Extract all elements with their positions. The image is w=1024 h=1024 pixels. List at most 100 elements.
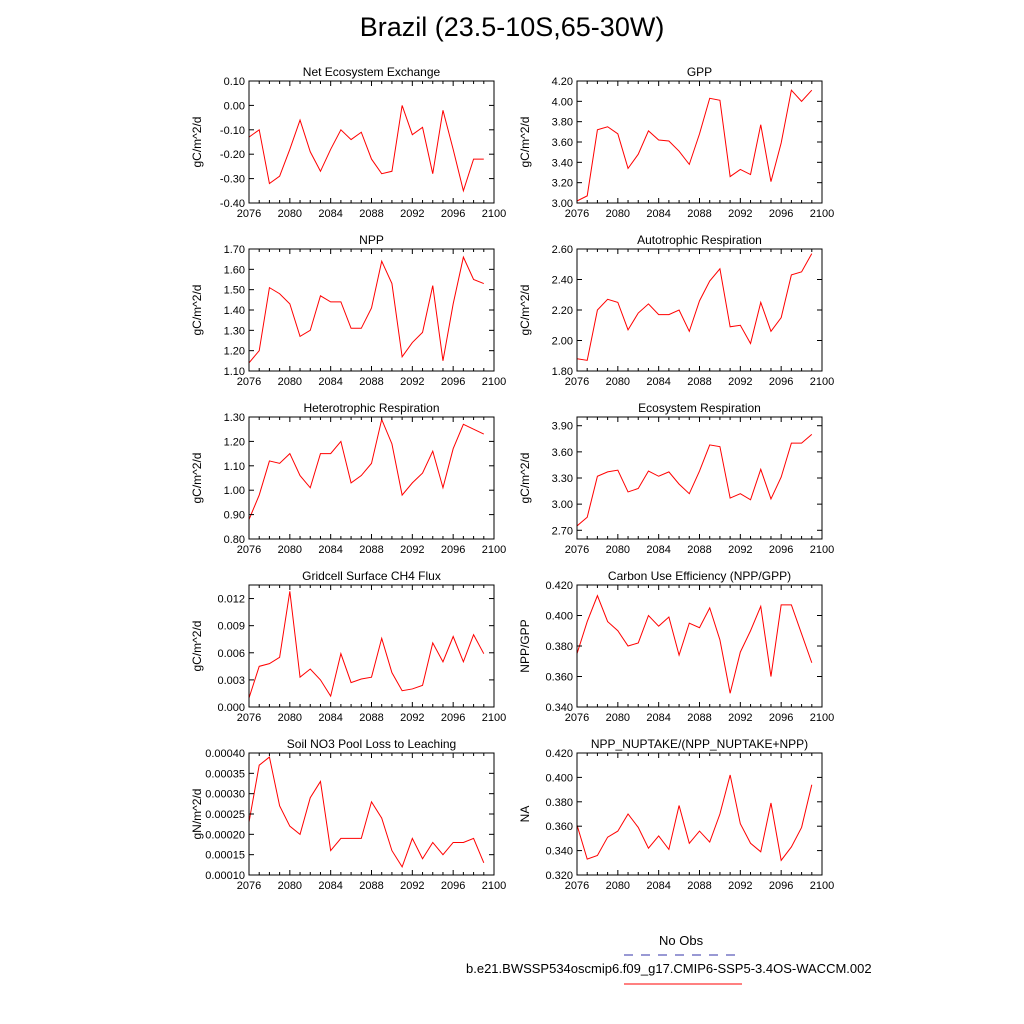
y-tick-label: 3.00 [552, 499, 573, 511]
x-tick-label: 2084 [318, 544, 342, 556]
x-tick-label: 2100 [810, 376, 834, 388]
plot-frame [248, 416, 495, 540]
x-tick-label: 2096 [441, 712, 465, 724]
y-tick-label: 1.30 [224, 412, 245, 424]
panel-title: NPP_NUPTAKE/(NPP_NUPTAKE+NPP) [591, 737, 808, 751]
plot-frame [576, 752, 823, 876]
plot-frame [576, 80, 823, 204]
x-tick-label: 2076 [565, 544, 589, 556]
y-tick-label: 1.50 [224, 285, 245, 297]
y-tick-label: 0.90 [224, 510, 245, 522]
chart-panel-1: 2076 2080 2084 2088 2092 2096 2100 -0.40 -0.30 -0… [190, 65, 506, 220]
y-tick-label: 0.00030 [205, 789, 245, 801]
series-line [577, 434, 813, 527]
chart-panel-6: 2076 2080 2084 2088 2092 2096 2100 2.70 3.00 3.30… [518, 401, 834, 556]
x-tick-label: 2100 [810, 712, 834, 724]
x-tick-label: 2092 [728, 544, 752, 556]
x-tick-label: 2084 [318, 712, 342, 724]
legend-obs-label: No Obs [659, 933, 704, 948]
y-tick-label: 1.80 [552, 366, 573, 378]
x-tick-label: 2084 [646, 208, 670, 220]
y-tick-label: 0.400 [545, 772, 573, 784]
x-tick-label: 2100 [482, 376, 506, 388]
y-tick-label: 0.340 [545, 846, 573, 858]
y-tick-label: 0.10 [224, 76, 245, 88]
legend-model-label: b.e21.BWSSP534oscmip6.f09_g17.CMIP6-SSP5… [466, 961, 872, 976]
y-axis-label: gC/m^2/d [518, 117, 532, 168]
x-tick-label: 2080 [606, 376, 630, 388]
panel-title: Net Ecosystem Exchange [303, 65, 441, 79]
y-tick-label: 0.340 [545, 702, 573, 714]
y-tick-label: 3.60 [552, 447, 573, 459]
plot-frame [248, 752, 495, 876]
x-tick-label: 2096 [769, 544, 793, 556]
y-axis-label: gC/m^2/d [190, 453, 204, 504]
y-tick-label: 0.320 [545, 870, 573, 882]
y-tick-label: 0.00035 [205, 768, 245, 780]
x-tick-label: 2076 [237, 712, 261, 724]
y-axis-label: NPP/GPP [518, 619, 532, 672]
x-tick-label: 2088 [359, 712, 383, 724]
panel-title: Autotrophic Respiration [637, 233, 762, 247]
x-tick-label: 2100 [810, 208, 834, 220]
y-tick-label: 3.40 [552, 157, 573, 169]
y-tick-label: 0.420 [545, 580, 573, 592]
y-tick-label: 2.40 [552, 275, 573, 287]
x-tick-label: 2096 [769, 712, 793, 724]
panel-title: Heterotrophic Respiration [303, 401, 439, 415]
x-tick-label: 2092 [728, 712, 752, 724]
x-tick-label: 2084 [318, 376, 342, 388]
y-tick-label: 2.60 [552, 244, 573, 256]
y-axis-label: gN/m^2/d [190, 789, 204, 840]
page-title: Brazil (23.5-10S,65-30W) [359, 12, 665, 42]
x-tick-label: 2080 [278, 544, 302, 556]
x-tick-label: 2092 [400, 880, 424, 892]
y-tick-label: -0.10 [220, 125, 245, 137]
y-tick-label: -0.30 [220, 174, 245, 186]
y-axis-label: gC/m^2/d [190, 621, 204, 672]
y-axis-label: gC/m^2/d [518, 453, 532, 504]
y-tick-label: 1.10 [224, 461, 245, 473]
x-tick-label: 2084 [646, 376, 670, 388]
y-tick-label: 1.10 [224, 366, 245, 378]
x-tick-label: 2100 [482, 880, 506, 892]
x-tick-label: 2076 [565, 208, 589, 220]
x-tick-label: 2076 [237, 880, 261, 892]
y-tick-label: 1.40 [224, 305, 245, 317]
y-tick-label: 0.380 [545, 641, 573, 653]
x-tick-label: 2088 [687, 208, 711, 220]
y-tick-label: 0.00040 [205, 748, 245, 760]
x-tick-label: 2084 [318, 208, 342, 220]
x-tick-label: 2076 [565, 712, 589, 724]
series-line [577, 594, 813, 694]
x-tick-label: 2076 [565, 376, 589, 388]
panel-title: Ecosystem Respiration [638, 401, 761, 415]
y-tick-label: 1.70 [224, 244, 245, 256]
y-axis-label: gC/m^2/d [518, 285, 532, 336]
x-tick-label: 2100 [482, 544, 506, 556]
series-line [249, 591, 485, 699]
series-line [577, 253, 813, 361]
x-tick-label: 2092 [728, 376, 752, 388]
panel-title: Soil NO3 Pool Loss to Leaching [287, 737, 456, 751]
x-tick-label: 2092 [728, 880, 752, 892]
y-tick-label: 2.20 [552, 305, 573, 317]
y-tick-label: 1.60 [224, 264, 245, 276]
y-tick-label: 0.006 [217, 648, 245, 660]
x-tick-label: 2100 [810, 880, 834, 892]
y-axis-label: gC/m^2/d [190, 285, 204, 336]
y-tick-label: 0.00025 [205, 809, 245, 821]
series-line [249, 417, 485, 521]
x-tick-label: 2080 [606, 544, 630, 556]
x-tick-label: 2084 [646, 880, 670, 892]
y-tick-label: 0.80 [224, 534, 245, 546]
x-tick-label: 2088 [359, 880, 383, 892]
chart-panel-7: 2076 2080 2084 2088 2092 2096 2100 0.000 0.003 0.… [190, 569, 506, 724]
y-tick-label: 3.00 [552, 198, 573, 210]
y-tick-label: 1.20 [224, 346, 245, 358]
series-line [249, 105, 484, 193]
y-tick-label: 3.60 [552, 137, 573, 149]
x-tick-label: 2076 [237, 208, 261, 220]
y-tick-label: 0.00 [224, 100, 245, 112]
chart-panel-9: 2076 2080 2084 2088 2092 2096 2100 0.00010 0.000… [190, 737, 506, 892]
